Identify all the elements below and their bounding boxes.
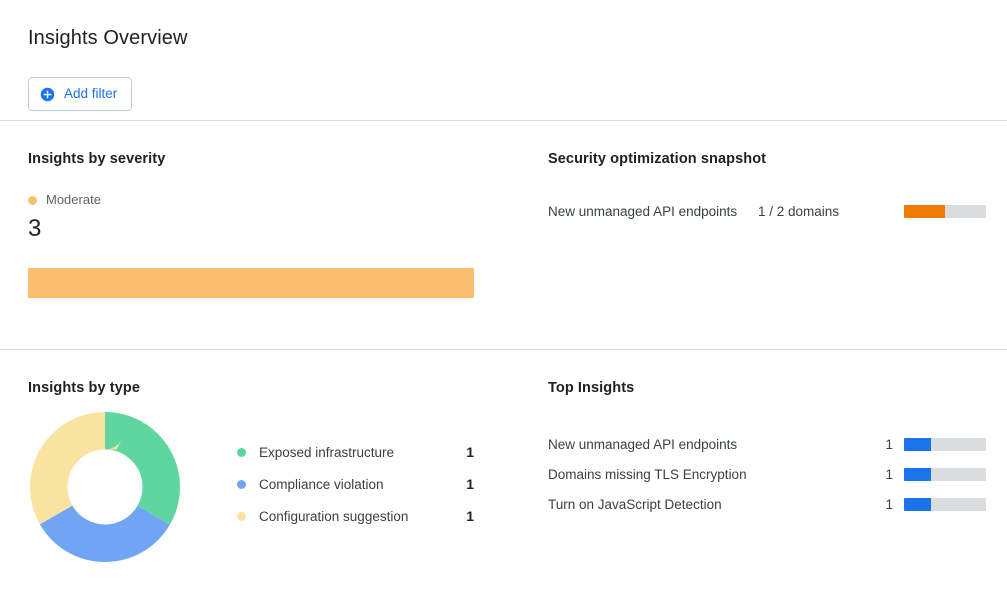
insights-by-type-legend: Exposed infrastructure 1 Compliance viol… (237, 436, 474, 532)
add-filter-button[interactable]: Add filter (28, 77, 133, 111)
list-item[interactable]: Exposed infrastructure 1 (237, 436, 474, 468)
panel-insights-by-type: Insights by type Exposed infrastructure … (0, 350, 510, 596)
list-item[interactable]: Configuration suggestion 1 (237, 500, 474, 532)
top-insight-value: 1 (885, 436, 893, 452)
panel-insights-by-severity: Insights by severity Moderate 3 (0, 121, 510, 349)
snapshot-list: New unmanaged API endpoints 1 / 2 domain… (548, 200, 986, 222)
top-insights-list: New unmanaged API endpoints 1 Domains mi… (548, 429, 986, 519)
legend-dot-compliance-violation (237, 479, 246, 489)
insights-by-type-donut-chart (30, 412, 180, 562)
page-title: Insights Overview (28, 27, 188, 49)
panel-security-optimization-snapshot: Security optimization snapshot New unman… (510, 121, 1007, 349)
legend-dot-configuration-suggestion (237, 511, 246, 521)
insights-by-type-title: Insights by type (28, 380, 140, 396)
security-optimization-snapshot-title: Security optimization snapshot (548, 151, 767, 167)
panel-top-insights: Top Insights New unmanaged API endpoints… (510, 350, 1007, 596)
top-insights-title: Top Insights (548, 380, 635, 396)
row-types-topinsights: Insights by type Exposed infrastructure … (0, 350, 1007, 596)
top-insight-value: 1 (885, 496, 893, 512)
top-insight-progress-fill (904, 437, 932, 451)
top-insight-progress-fill (904, 467, 932, 481)
add-filter-label: Add filter (64, 86, 118, 101)
insights-by-severity-title: Insights by severity (28, 151, 166, 167)
table-row[interactable]: New unmanaged API endpoints 1 (548, 429, 986, 459)
filter-toolbar: Add filter (28, 77, 979, 111)
legend-value: 1 (466, 444, 474, 460)
legend-label: Compliance violation (259, 476, 384, 492)
severity-bar (28, 268, 474, 298)
divider-header (0, 120, 1007, 121)
moderate-severity-label: Moderate (46, 192, 101, 207)
snapshot-row-progress-track (904, 204, 986, 218)
legend-label: Exposed infrastructure (259, 444, 395, 460)
snapshot-row-progress-fill (904, 204, 945, 218)
plus-circle-icon (40, 87, 55, 102)
top-insight-value: 1 (885, 466, 893, 482)
page-header: Insights Overview Add filter (0, 0, 1007, 120)
top-insight-progress-track (904, 497, 986, 511)
legend-label: Configuration suggestion (259, 508, 409, 524)
moderate-severity-count: 3 (28, 215, 42, 242)
insights-by-type-body: Exposed infrastructure 1 Compliance viol… (28, 412, 482, 562)
top-insight-name: New unmanaged API endpoints (548, 436, 738, 452)
table-row[interactable]: Domains missing TLS Encryption 1 (548, 459, 986, 489)
list-item[interactable]: Compliance violation 1 (237, 468, 474, 500)
top-insight-progress-fill (904, 497, 932, 511)
legend-value: 1 (466, 476, 474, 492)
severity-legend: Moderate (28, 192, 482, 208)
snapshot-row-fraction: 1 / 2 domains (758, 203, 840, 219)
top-insight-progress-track (904, 467, 986, 481)
table-row[interactable]: Turn on JavaScript Detection 1 (548, 489, 986, 519)
divider-middle (0, 349, 1007, 350)
snapshot-row-name: New unmanaged API endpoints (548, 203, 738, 219)
top-insight-progress-track (904, 437, 986, 451)
snapshot-row[interactable]: New unmanaged API endpoints 1 / 2 domain… (548, 200, 986, 222)
row-severity-snapshot: Insights by severity Moderate 3 Security… (0, 121, 1007, 349)
moderate-severity-dot (28, 195, 37, 205)
top-insight-name: Turn on JavaScript Detection (548, 496, 722, 512)
legend-dot-exposed-infrastructure (237, 447, 246, 457)
top-insight-name: Domains missing TLS Encryption (548, 466, 747, 482)
legend-value: 1 (466, 508, 474, 524)
